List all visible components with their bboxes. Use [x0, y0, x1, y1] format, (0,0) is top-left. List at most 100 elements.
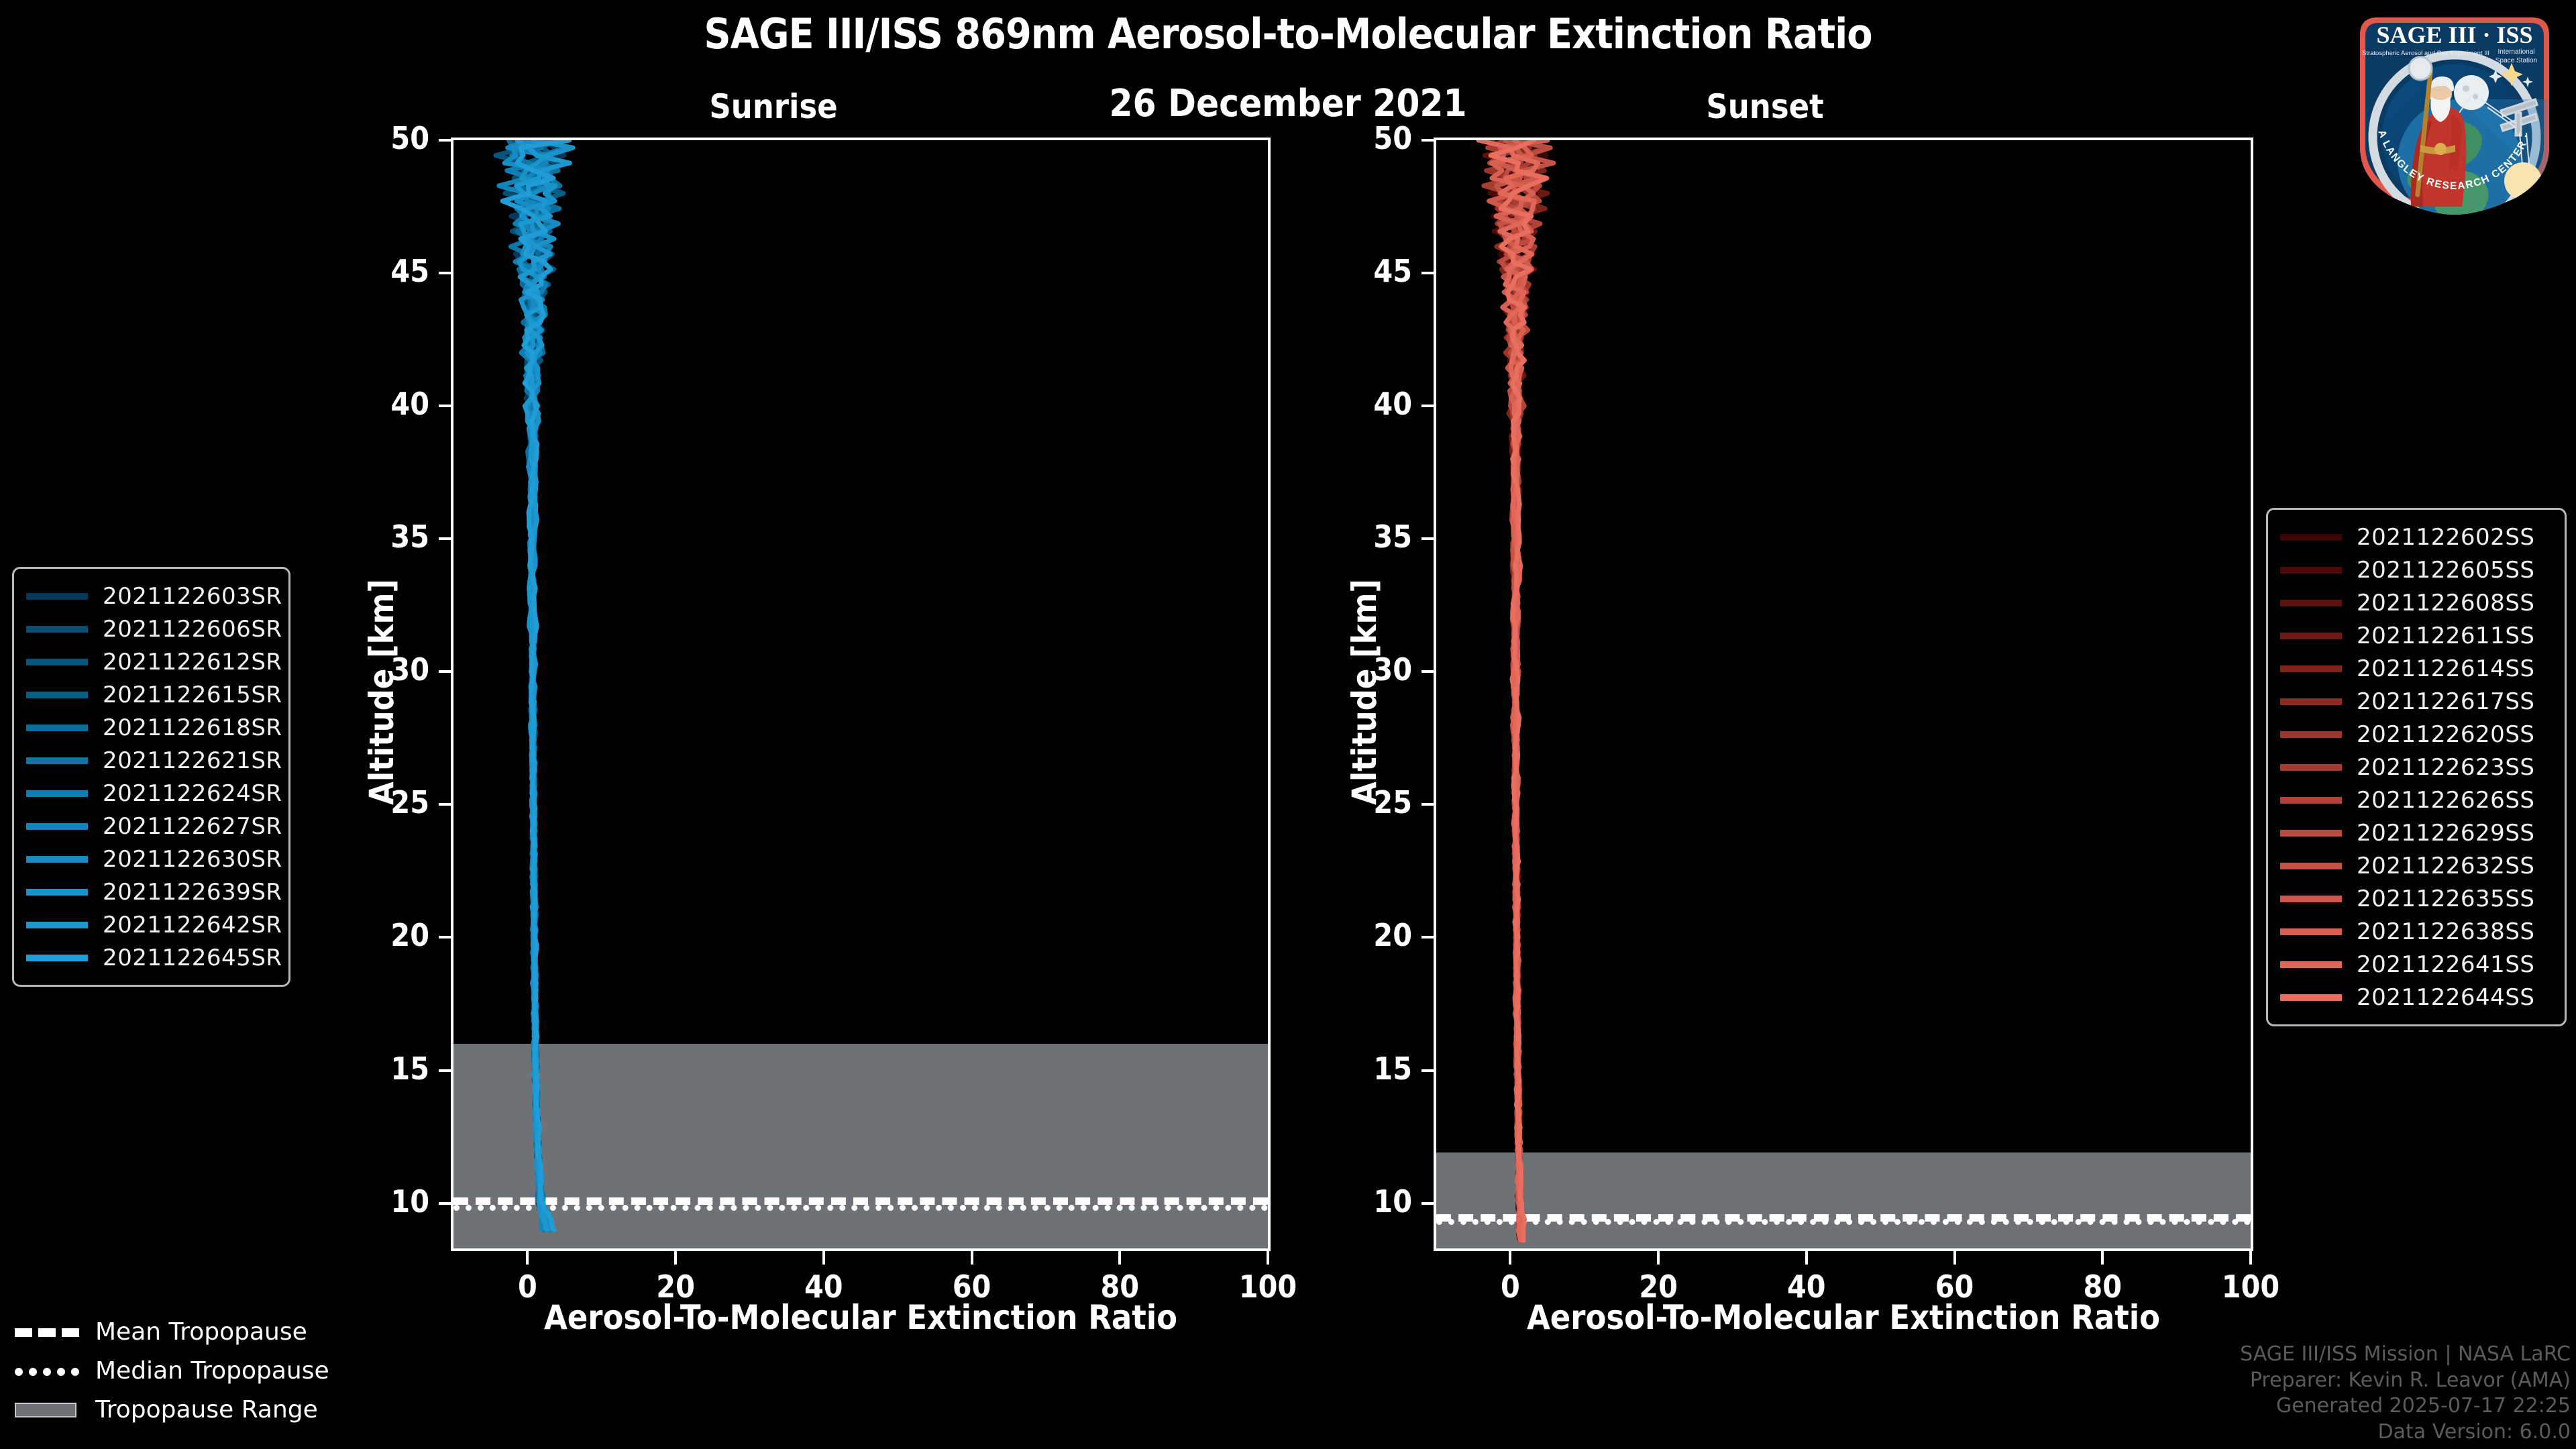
legend-sunset-item[interactable]: 2021122644SS: [2280, 981, 2550, 1014]
legend-sunset-item[interactable]: 2021122623SS: [2280, 751, 2550, 784]
legend-sunrise-item[interactable]: 2021122606SR: [26, 612, 282, 645]
y-axis-tick-label: 40: [1373, 386, 1412, 423]
x-axis-tick: [1805, 1251, 1808, 1265]
legend-sunrise-item[interactable]: 2021122603SR: [26, 580, 282, 612]
y-axis-tick-label: 50: [390, 120, 429, 156]
legend-item-label: 2021122611SS: [2357, 622, 2535, 649]
tropopause-range-band-sunset: [1436, 1152, 2251, 1248]
legend-item-label: 2021122639SR: [103, 878, 282, 906]
legend-item-label: 2021122626SS: [2357, 786, 2535, 814]
tropopause-legend-mark: [15, 1328, 79, 1337]
legend-sunset-item[interactable]: 2021122632SS: [2280, 849, 2550, 882]
sunset-series-svg: [1476, 140, 1556, 1243]
legend-sunrise-item[interactable]: 2021122624SR: [26, 777, 282, 810]
y-axis-tick-label: 15: [1373, 1050, 1412, 1087]
legend-sunset-item[interactable]: 2021122620SS: [2280, 718, 2550, 751]
legend-item-label: 2021122602SS: [2357, 523, 2535, 551]
series-line: [1488, 140, 1550, 1243]
x-axis-tick: [970, 1251, 973, 1265]
x-axis-tick-label: 40: [804, 1269, 843, 1305]
credits-line: Preparer: Kevin R. Leavor (AMA): [2249, 1368, 2571, 1392]
legend-item-label: 2021122629SS: [2357, 819, 2535, 847]
legend-color-swatch: [26, 724, 88, 731]
legend-color-swatch: [2280, 566, 2342, 574]
plot-sunrise-canvas: [453, 140, 1268, 1248]
legend-sunrise-item[interactable]: 2021122639SR: [26, 875, 282, 908]
y-axis-tick-label: 10: [390, 1183, 429, 1220]
legend-item-label: 2021122632SS: [2357, 852, 2535, 879]
legend-item-label: 2021122624SR: [103, 780, 282, 807]
x-axis-tick: [2249, 1251, 2252, 1265]
mean-tropopause-line-sunset: [1436, 1214, 2251, 1222]
legend-sunrise-item[interactable]: 2021122618SR: [26, 711, 282, 744]
x-axis-tick-label: 80: [2083, 1269, 2123, 1305]
tropopause-legend-mark: [15, 1403, 76, 1417]
legend-sunset-item[interactable]: 2021122602SS: [2280, 521, 2550, 553]
x-axis-tick: [526, 1251, 529, 1265]
legend-sunrise-item[interactable]: 2021122645SR: [26, 941, 282, 974]
badge-subtitle-left: Stratospheric Aerosol and Gas Experiment…: [2362, 50, 2489, 57]
legend-color-swatch: [26, 625, 88, 633]
y-axis-tick: [1421, 405, 1435, 408]
legend-sunset-item[interactable]: 2021122638SS: [2280, 915, 2550, 948]
legend-sunset-item[interactable]: 2021122626SS: [2280, 784, 2550, 816]
legend-item-label: 2021122635SS: [2357, 885, 2535, 912]
legend-sunrise-item[interactable]: 2021122630SR: [26, 843, 282, 875]
legend-sunrise-item[interactable]: 2021122615SR: [26, 678, 282, 711]
y-axis-tick: [439, 803, 452, 806]
tropopause-legend-swatch: [15, 1401, 79, 1417]
legend-sunset-item[interactable]: 2021122608SS: [2280, 586, 2550, 619]
y-axis-tick-label: 40: [390, 386, 429, 423]
legend-color-swatch: [2280, 862, 2342, 869]
x-axis-tick: [1657, 1251, 1660, 1265]
y-axis-tick: [439, 1201, 452, 1205]
legend-color-swatch: [2280, 632, 2342, 639]
badge-subtitle-right-1: International: [2498, 48, 2534, 56]
credits-line: SAGE III/ISS Mission | NASA LaRC: [2240, 1342, 2571, 1366]
y-axis-tick-label: 10: [1373, 1183, 1412, 1220]
tropopause-legend-item: Median Tropopause: [15, 1351, 364, 1390]
legend-item-label: 2021122627SR: [103, 812, 282, 840]
legend-sunrise-item[interactable]: 2021122627SR: [26, 810, 282, 843]
plot-sunset: [1434, 138, 2253, 1251]
y-axis-tick: [1421, 803, 1435, 806]
y-axis-tick-label: 20: [390, 917, 429, 954]
legend-sunset-item[interactable]: 2021122629SS: [2280, 816, 2550, 849]
legend-color-swatch: [2280, 796, 2342, 804]
credits-block: SAGE III/ISS Mission | NASA LaRC Preparer…: [2240, 1342, 2571, 1445]
legend-color-swatch: [26, 954, 88, 961]
legend-sunrise-item[interactable]: 2021122621SR: [26, 744, 282, 777]
x-axis-tick: [1509, 1251, 1512, 1265]
tropopause-legend-swatch: [15, 1362, 79, 1379]
legend-color-swatch: [2280, 961, 2342, 968]
legend-sunset-item[interactable]: 2021122611SS: [2280, 619, 2550, 652]
legend-item-label: 2021122605SS: [2357, 556, 2535, 584]
x-axis-tick: [822, 1251, 825, 1265]
median-tropopause-line-sunset: [1436, 1219, 2251, 1226]
legend-color-swatch: [2280, 829, 2342, 837]
y-axis-tick: [1421, 1069, 1435, 1072]
legend-sunset-item[interactable]: 2021122614SS: [2280, 652, 2550, 685]
sage3-iss-mission-patch-icon: BALL · NASA LANGLEY RESEARCH CENTER · TA…: [2343, 0, 2563, 221]
legend-color-swatch: [2280, 533, 2342, 541]
legend-color-swatch: [2280, 928, 2342, 935]
legend-sunset-item[interactable]: 2021122617SS: [2280, 685, 2550, 718]
x-axis-tick-label: 40: [1787, 1269, 1826, 1305]
legend-item-label: 2021122618SR: [103, 714, 282, 741]
y-axis-tick: [439, 405, 452, 408]
legend-color-swatch: [26, 691, 88, 698]
x-axis-tick: [1953, 1251, 1956, 1265]
tropopause-legend-swatch: [15, 1324, 79, 1340]
legend-sunrise-item[interactable]: 2021122642SR: [26, 908, 282, 941]
legend-sunset[interactable]: 2021122602SS 2021122605SS 2021122608SS 2021…: [2266, 508, 2567, 1026]
tropopause-legend-item: Mean Tropopause: [15, 1312, 364, 1351]
x-axis-tick-label: 0: [1500, 1269, 1520, 1305]
legend-sunset-item[interactable]: 2021122641SS: [2280, 948, 2550, 981]
legend-sunrise-item[interactable]: 2021122612SR: [26, 645, 282, 678]
legend-color-swatch: [2280, 994, 2342, 1001]
legend-color-swatch: [26, 592, 88, 600]
y-axis-tick: [1421, 139, 1435, 142]
legend-sunset-item[interactable]: 2021122635SS: [2280, 882, 2550, 915]
legend-sunrise[interactable]: 2021122603SR 2021122606SR 2021122612SR 2021…: [12, 567, 290, 987]
legend-sunset-item[interactable]: 2021122605SS: [2280, 553, 2550, 586]
